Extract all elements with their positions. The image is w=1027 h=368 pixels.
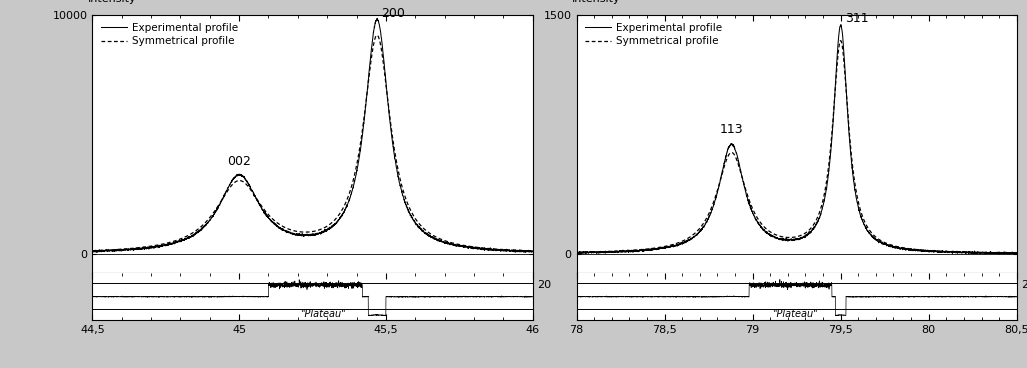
Symmetrical profile (1002, 251, 1015, 255)
Experimental profile (255, 205, 267, 209)
Symmetrical profile (274, 223, 287, 227)
Experimental profile (620, 250, 633, 254)
Symmetrical profile (527, 249, 539, 253)
Experimental profile (162, 243, 175, 247)
Text: 311: 311 (845, 12, 869, 25)
Text: "Plateau": "Plateau" (300, 309, 345, 319)
Text: 002: 002 (227, 155, 251, 168)
Symmetrical profile (620, 248, 633, 253)
Experimental profile (994, 252, 1006, 256)
Text: Intensity: Intensity (88, 0, 137, 4)
Experimental profile (739, 188, 752, 193)
Line: Symmetrical profile: Symmetrical profile (576, 40, 1017, 253)
Line: Experimental profile: Experimental profile (576, 25, 1017, 254)
Experimental profile (647, 248, 659, 252)
Symmetrical profile (570, 250, 582, 255)
Text: "Plateau": "Plateau" (772, 309, 817, 319)
Text: Intensity: Intensity (572, 0, 620, 4)
Experimental profile (137, 247, 149, 251)
Experimental profile (570, 250, 582, 254)
Experimental profile (371, 16, 383, 21)
Symmetrical profile (86, 248, 99, 253)
Line: Symmetrical profile: Symmetrical profile (92, 35, 533, 251)
Experimental profile (274, 226, 287, 230)
Symmetrical profile (647, 246, 659, 251)
Experimental profile (86, 248, 99, 253)
Text: 113: 113 (720, 123, 744, 136)
Legend: Experimental profile, Symmetrical profile: Experimental profile, Symmetrical profil… (97, 19, 242, 50)
Experimental profile (758, 228, 770, 232)
Experimental profile (1002, 251, 1015, 255)
Text: 20: 20 (537, 280, 551, 290)
Line: Experimental profile: Experimental profile (92, 18, 533, 252)
Experimental profile (955, 250, 967, 254)
Experimental profile (527, 249, 539, 254)
Symmetrical profile (137, 245, 149, 250)
Symmetrical profile (1011, 251, 1023, 255)
Symmetrical profile (371, 33, 383, 38)
Symmetrical profile (470, 245, 483, 250)
Symmetrical profile (518, 248, 530, 253)
Symmetrical profile (162, 240, 175, 245)
Symmetrical profile (758, 225, 770, 229)
Legend: Experimental profile, Symmetrical profile: Experimental profile, Symmetrical profil… (580, 19, 726, 50)
Symmetrical profile (739, 186, 752, 191)
Experimental profile (470, 245, 483, 250)
Text: 20: 20 (1021, 280, 1027, 290)
Text: 200: 200 (381, 7, 406, 20)
Experimental profile (519, 250, 531, 255)
Experimental profile (518, 248, 530, 253)
Experimental profile (1011, 251, 1023, 255)
Experimental profile (835, 22, 847, 27)
Symmetrical profile (955, 250, 967, 254)
Symmetrical profile (835, 38, 847, 43)
Symmetrical profile (255, 203, 267, 208)
